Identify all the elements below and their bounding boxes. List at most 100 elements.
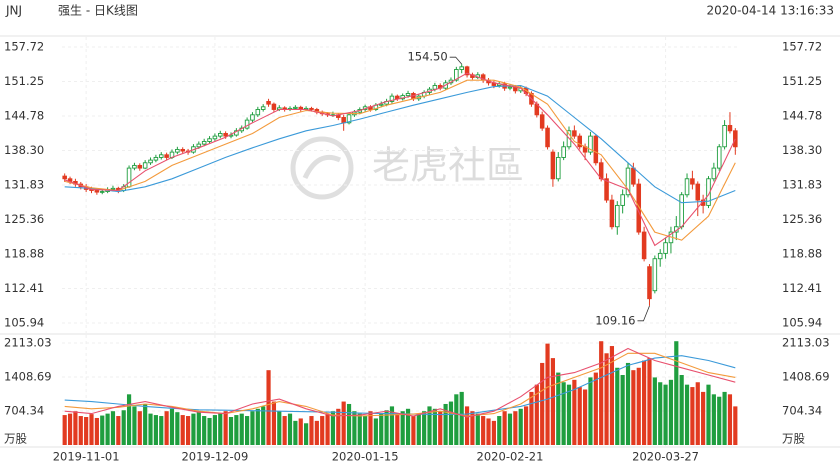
volume-bar xyxy=(336,408,341,445)
volume-bar xyxy=(561,382,566,445)
volume-bar xyxy=(540,362,545,445)
volume-bar xyxy=(416,413,421,445)
volume-bar xyxy=(223,411,228,445)
volume-bar xyxy=(475,413,480,445)
volume-bar xyxy=(116,416,121,445)
volume-bar xyxy=(62,415,67,445)
volume-bar xyxy=(100,415,105,445)
candle-body xyxy=(175,148,180,153)
volume-bar xyxy=(352,411,357,445)
volume-bar xyxy=(658,382,663,445)
volume-bar xyxy=(143,403,148,445)
volume-bar xyxy=(126,394,132,445)
volume-bar xyxy=(191,413,196,445)
volume-bar xyxy=(432,408,437,445)
volume-bar xyxy=(218,413,223,445)
candle-body xyxy=(255,109,261,116)
volume-tick-label: 1408.69 xyxy=(4,369,52,383)
volume-bar xyxy=(663,384,668,445)
volume-tick-label: 704.34 xyxy=(4,404,44,418)
volume-bar xyxy=(169,408,175,445)
volume-bar xyxy=(293,420,298,445)
volume-bar xyxy=(363,416,368,445)
volume-bar xyxy=(266,370,271,445)
watermark-logo xyxy=(302,154,342,180)
candle-body xyxy=(250,114,255,121)
volume-bar xyxy=(583,389,588,445)
volume-bar xyxy=(711,394,716,445)
annotation-leader xyxy=(637,305,650,322)
volume-bar xyxy=(314,420,319,445)
volume-bar xyxy=(94,417,99,445)
volume-bar xyxy=(212,415,217,445)
volume-bar xyxy=(642,360,647,445)
volume-bar xyxy=(67,413,73,445)
candle-body xyxy=(137,164,143,169)
candle-body xyxy=(609,199,615,228)
volume-bar xyxy=(379,413,384,445)
candle-body xyxy=(690,178,695,185)
candle-body xyxy=(620,194,625,206)
moving-average-line xyxy=(64,72,736,247)
volume-bar xyxy=(443,403,448,445)
candle-body xyxy=(593,135,599,164)
candle-body xyxy=(695,183,701,201)
volume-bar xyxy=(518,408,523,445)
y-tick-label: 105.94 xyxy=(4,316,44,330)
volume-bar xyxy=(121,410,126,445)
candle-body xyxy=(212,135,218,140)
candle-body xyxy=(641,231,647,260)
volume-bar xyxy=(556,372,561,445)
y-tick-label: 131.83 xyxy=(4,178,44,192)
watermark-logo xyxy=(290,136,354,200)
volume-bar xyxy=(228,417,234,445)
candle-body xyxy=(454,69,459,81)
volume-bar xyxy=(341,401,346,445)
volume-bar xyxy=(84,417,89,445)
candle-body xyxy=(561,146,566,158)
y-tick-label: 138.30 xyxy=(4,143,44,157)
volume-bar xyxy=(448,401,454,445)
candle-body xyxy=(405,93,411,97)
volume-bar xyxy=(185,416,191,445)
volume-bar xyxy=(159,416,164,445)
volume-bar xyxy=(325,413,330,445)
volume-bar xyxy=(105,413,110,445)
volume-bar xyxy=(545,343,550,445)
volume-bar xyxy=(148,413,153,445)
candle-body xyxy=(266,101,271,105)
x-tick-label: 2020-03-27 xyxy=(632,450,699,464)
candle-body xyxy=(271,103,277,110)
volume-bar xyxy=(588,377,593,445)
volume-bar xyxy=(373,418,378,445)
candle-body xyxy=(716,146,722,169)
volume-bar xyxy=(604,353,609,445)
volume-bar xyxy=(491,420,496,445)
candle-body xyxy=(657,252,663,260)
candle-body xyxy=(196,143,202,148)
candle-body xyxy=(727,125,733,132)
volume-bar xyxy=(298,418,303,445)
candle-body xyxy=(572,130,577,137)
candle-body xyxy=(663,242,668,254)
volume-bar xyxy=(110,411,116,445)
candle-body xyxy=(615,204,620,228)
y-tick-label-right: 138.30 xyxy=(782,143,822,157)
volume-bar xyxy=(89,414,94,445)
candle-body xyxy=(459,66,464,70)
volume-bar xyxy=(261,406,266,445)
moving-average-line xyxy=(64,347,736,418)
x-tick-label: 2020-01-15 xyxy=(332,450,399,464)
candle-body xyxy=(132,164,137,169)
candle-body xyxy=(711,167,717,180)
y-tick-label-right: 157.72 xyxy=(782,40,822,54)
volume-bar xyxy=(599,341,604,445)
moving-average-line xyxy=(64,79,736,241)
volume-bar xyxy=(727,394,733,445)
volume-bar xyxy=(132,406,137,445)
candle-body xyxy=(625,167,631,196)
volume-bar xyxy=(593,372,598,445)
volume-tick-label-right: 2113.03 xyxy=(782,336,830,350)
annotation-leader xyxy=(449,56,463,65)
volume-bar xyxy=(255,408,260,445)
